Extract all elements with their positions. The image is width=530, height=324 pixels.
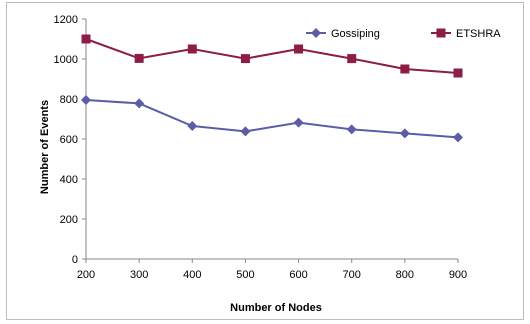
data-point-gossiping	[293, 117, 304, 128]
axes: 0 200 400 600 800 1000 1200 200 300 400 500 600 700 8…	[54, 14, 468, 281]
x-tick-label: 400	[183, 269, 201, 281]
x-tick-label: 200	[77, 269, 95, 281]
x-axis-title: Number of Nodes	[230, 302, 322, 314]
y-axis-title: Number of Events	[39, 100, 51, 194]
series-layer	[81, 34, 463, 143]
legend-item-gossiping: Gossiping	[306, 28, 380, 40]
data-point-gossiping	[187, 121, 198, 131]
y-tick-label: 800	[60, 94, 78, 106]
series-line-etshra	[85, 38, 459, 74]
legend-label-etshra: ETSHRA	[456, 28, 501, 40]
data-point-etshra	[134, 53, 144, 63]
data-point-etshra	[240, 54, 250, 64]
series-gossiping	[81, 95, 463, 143]
x-tick-label: 600	[289, 269, 307, 281]
y-tick-label: 0	[72, 254, 78, 266]
y-tick-label: 1000	[54, 54, 78, 66]
x-tick-label: 500	[236, 269, 254, 281]
series-etshra	[81, 34, 463, 78]
data-point-etshra	[294, 44, 304, 54]
legend-label-gossiping: Gossiping	[331, 28, 380, 40]
data-point-gossiping	[134, 98, 145, 109]
data-point-gossiping	[81, 95, 91, 105]
x-tick-label: 800	[396, 269, 414, 281]
x-tick-label: 700	[343, 269, 361, 281]
x-tick-label: 900	[449, 269, 467, 281]
legend: Gossiping ETSHRA	[306, 28, 501, 40]
data-point-etshra	[453, 68, 463, 78]
legend-marker-gossiping	[311, 28, 321, 38]
legend-item-etshra: ETSHRA	[431, 28, 501, 40]
y-tick-label: 400	[60, 174, 78, 186]
legend-marker-etshra	[436, 28, 446, 38]
data-point-etshra	[81, 34, 91, 44]
data-point-gossiping	[399, 128, 410, 139]
data-point-gossiping	[346, 124, 357, 135]
data-point-gossiping	[240, 126, 251, 137]
x-tick-label: 300	[130, 269, 148, 281]
data-point-etshra	[187, 44, 197, 54]
data-point-etshra	[400, 64, 410, 74]
y-tick-label: 200	[60, 214, 78, 226]
y-tick-label: 1200	[54, 14, 78, 26]
series-line-gossiping	[85, 99, 459, 139]
data-point-gossiping	[453, 132, 463, 143]
y-tick-label: 600	[60, 134, 78, 146]
data-point-etshra	[347, 54, 357, 64]
